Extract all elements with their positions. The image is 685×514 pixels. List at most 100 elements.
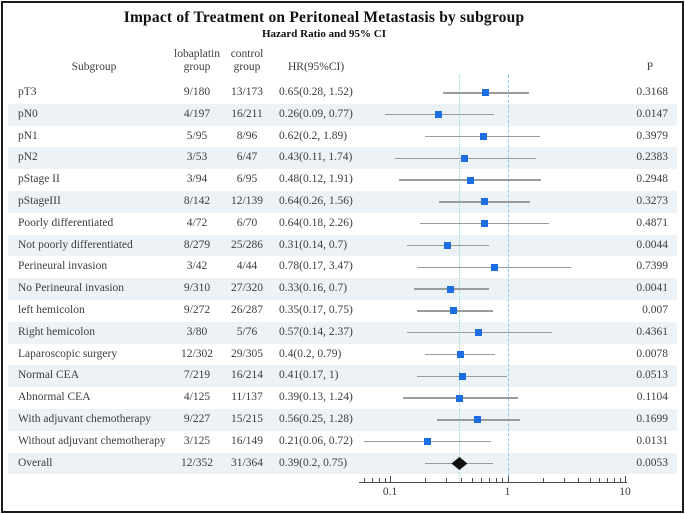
hr-ci-value: 0.26(0.09, 0.77) (279, 107, 353, 120)
p-value: 0.3273 (636, 195, 668, 207)
p-value: 0.0078 (636, 347, 668, 360)
p-value: 0.2383 (636, 151, 668, 164)
p-value: 0.3168 (636, 86, 668, 98)
row-stripe (8, 452, 677, 475)
x-axis-minor-tick (619, 477, 621, 482)
p-value: 0.4871 (636, 216, 668, 229)
p-value: 0.0513 (636, 369, 668, 382)
x-axis-minor-tick (613, 477, 615, 482)
hr-ci-value: 0.57(0.14, 2.37) (279, 325, 353, 338)
lobaplatin-count: 9/310 (183, 282, 211, 295)
column-header-lobaplatin-group: lobaplatin group (174, 48, 220, 73)
control-count: 13/173 (231, 86, 263, 98)
control-count: 8/96 (236, 129, 258, 142)
hr-point-marker (475, 329, 483, 337)
hr-ci-value: 0.21(0.06, 0.72) (279, 434, 353, 447)
subgroup-label: Without adjuvant chemotherapy (18, 434, 166, 447)
hr-point-marker (455, 394, 463, 402)
lobaplatin-count: 3/53 (186, 151, 208, 164)
hr-ci-value: 0.43(0.11, 1.74) (279, 151, 353, 164)
row-stripe (8, 321, 677, 344)
p-value: 0.1699 (636, 413, 668, 425)
x-axis-minor-tick (598, 477, 600, 482)
lobaplatin-count: 9/272 (183, 304, 211, 316)
x-axis-tick-label: 1 (504, 486, 511, 498)
control-count: 15/215 (231, 413, 263, 425)
table-row: Perineural invasion 3/42 4/44 0.78(0.17, 3.… (0, 256, 685, 278)
row-stripe (8, 365, 677, 388)
x-axis-major-tick (507, 475, 509, 482)
subgroup-label: With adjuvant chemotherapy (18, 413, 152, 425)
table-row: pN2 3/53 6/47 0.43(0.11, 1.74) 0.2383 (0, 147, 685, 169)
table-row: Right hemicolon 3/80 5/76 0.57(0.14, 2.37) 0… (0, 322, 685, 344)
subgroup-label: pN2 (18, 151, 38, 164)
subgroup-label: pStageIII (18, 195, 61, 207)
lobaplatin-count: 9/227 (183, 413, 211, 425)
hr-point-marker (450, 307, 458, 315)
subgroup-label: Laparoscopic surgery (18, 347, 118, 360)
hr-ci-value: 0.41(0.17, 1) (279, 369, 339, 382)
x-axis-minor-tick (502, 477, 504, 482)
row-stripe (8, 103, 677, 126)
hr-ci-value: 0.56(0.25, 1.28) (279, 413, 353, 425)
lobaplatin-count: 8/142 (183, 195, 211, 207)
x-axis-minor-tick (460, 477, 462, 482)
x-axis-minor-tick (378, 477, 380, 482)
hr-ci-value: 0.4(0.2, 0.79) (279, 347, 342, 360)
x-axis-tick-label: 0.1 (382, 486, 398, 498)
subgroup-label: Not poorly differentiated (18, 238, 133, 251)
hr-ci-value: 0.39(0.2, 0.75) (279, 456, 348, 469)
p-value: 0.3979 (636, 129, 668, 142)
control-count: 16/149 (231, 434, 263, 447)
x-axis-minor-tick (446, 477, 448, 482)
summary-diamond-marker (451, 456, 468, 470)
control-count: 4/44 (236, 260, 258, 273)
subgroup-label: No Perineural invasion (18, 282, 125, 295)
hr-point-marker (424, 438, 432, 446)
lobaplatin-count: 3/94 (186, 173, 208, 186)
x-axis-tick-label: 10 (619, 486, 631, 498)
hr-point-marker (444, 241, 452, 249)
subgroup-label: Poorly differentiated (18, 216, 114, 229)
x-axis-minor-tick (563, 477, 565, 482)
hr-point-marker (481, 220, 489, 228)
control-count: 11/137 (231, 391, 263, 404)
table-row: left hemicolon 9/272 26/287 0.35(0.17, 0.75… (0, 300, 685, 322)
hr-ci-value: 0.48(0.12, 1.91) (279, 173, 353, 186)
p-value: 0.007 (642, 304, 668, 316)
hr-point-marker (460, 154, 468, 162)
lobaplatin-count: 3/125 (183, 434, 211, 447)
hr-point-marker (466, 176, 474, 184)
hr-point-marker (491, 263, 499, 271)
control-count: 16/214 (231, 369, 263, 382)
hr-point-marker (482, 89, 490, 97)
lobaplatin-count: 4/72 (186, 216, 208, 229)
column-header-subgroup: Subgroup (71, 61, 117, 73)
null-line-hr-1 (507, 75, 509, 481)
x-axis-minor-tick (606, 477, 608, 482)
control-count: 31/364 (231, 456, 263, 469)
table-row: pT3 9/180 13/173 0.65(0.28, 1.52) 0.3168 (0, 82, 685, 104)
subgroup-label: pT3 (18, 86, 37, 98)
hr-point-marker (481, 198, 489, 206)
p-value: 0.4361 (636, 325, 668, 338)
x-axis-minor-tick (363, 477, 365, 482)
hr-ci-value: 0.35(0.17, 0.75) (279, 304, 353, 316)
control-count: 6/95 (236, 173, 258, 186)
p-value: 0.0053 (636, 456, 668, 469)
subgroup-label: Abnormal CEA (18, 391, 91, 404)
column-header-hr-ci: HR(95%CI) (288, 61, 345, 73)
x-axis-major-tick (390, 475, 391, 482)
table-row: Poorly differentiated 4/72 6/70 0.64(0.18, … (0, 213, 685, 235)
hr-ci-value: 0.39(0.13, 1.24) (279, 391, 353, 404)
x-axis-minor-tick (472, 477, 474, 482)
subgroup-label: pN0 (18, 107, 38, 120)
lobaplatin-count: 3/42 (186, 260, 208, 273)
subgroup-label: pStage II (18, 173, 60, 186)
lobaplatin-count: 4/197 (183, 107, 211, 120)
x-axis-minor-tick (481, 477, 483, 482)
overall-estimate-line (459, 75, 461, 481)
hr-point-marker (457, 350, 465, 358)
hr-point-marker (435, 111, 443, 119)
